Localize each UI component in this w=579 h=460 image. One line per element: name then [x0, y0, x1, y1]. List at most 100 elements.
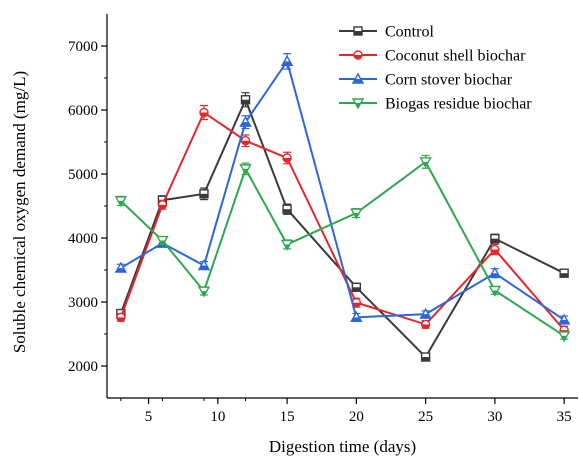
point-biogas-residue-biochar: [350, 208, 363, 220]
x-tick-label: 10: [210, 409, 225, 425]
point-corn-stover-biochar-fill: [351, 317, 362, 322]
point-control-fill: [241, 99, 250, 104]
y-tick-label: 5000: [68, 167, 98, 183]
point-corn-stover-biochar: [488, 266, 502, 278]
legend-item-control: Control: [339, 24, 434, 41]
legend-marker-corn-stover-biochar: [351, 72, 365, 84]
point-coconut-shell-biochar: [116, 312, 126, 323]
legend-label: Biogas residue biochar: [385, 96, 532, 113]
point-corn-stover-biochar: [557, 313, 571, 325]
y-tick-label: 2000: [68, 359, 98, 375]
legend-marker-biogas-residue-biochar-fill: [355, 103, 361, 108]
point-corn-stover-biochar-fill: [115, 268, 126, 273]
series-corn-stover-biochar: [114, 53, 571, 325]
point-biogas-residue-biochar: [280, 239, 294, 251]
legend-marker-control-fill: [354, 31, 362, 35]
point-biogas-residue-biochar-fill: [159, 240, 166, 246]
point-corn-stover-biochar: [114, 261, 128, 273]
point-control-fill: [283, 209, 292, 214]
legend: Control Coconut shell biochar Corn stover …: [339, 24, 532, 113]
point-coconut-shell-biochar-fill: [283, 158, 292, 162]
point-biogas-residue-biochar-fill: [201, 291, 207, 297]
x-tick-label: 25: [418, 409, 433, 425]
point-biogas-residue-biochar-fill: [492, 290, 498, 296]
legend-marker-corn-stover-biochar-fill: [353, 79, 363, 83]
point-biogas-residue-biochar: [156, 235, 169, 248]
point-coconut-shell-biochar-fill: [199, 112, 208, 117]
point-biogas-residue-biochar-fill: [242, 168, 249, 174]
x-tick-label: 15: [280, 409, 295, 425]
legend-item-coconut-shell-biochar: Coconut shell biochar: [339, 48, 526, 65]
series-control: [116, 92, 569, 362]
y-axis-title: Soluble chemical oxygen demand (mg/L): [10, 71, 29, 353]
point-control-fill: [490, 238, 499, 243]
point-coconut-shell-biochar-fill: [352, 302, 361, 307]
legend-marker-coconut-shell-biochar: [353, 50, 363, 60]
point-corn-stover-biochar-fill: [489, 273, 500, 278]
point-biogas-residue-biochar-fill: [118, 200, 124, 206]
point-coconut-shell-biochar: [282, 153, 292, 163]
x-tick-label: 5: [145, 409, 153, 425]
point-biogas-residue-biochar: [488, 285, 502, 297]
point-corn-stover-biochar: [280, 54, 294, 67]
point-biogas-residue-biochar-fill: [353, 213, 360, 219]
point-control: [240, 95, 251, 105]
x-tick-label: 20: [349, 409, 364, 425]
point-biogas-residue-biochar: [114, 196, 128, 208]
point-corn-stover-biochar: [419, 307, 432, 319]
point-corn-stover-biochar: [239, 115, 252, 127]
point-corn-stover-biochar: [197, 259, 211, 271]
y-tick-label: 6000: [68, 103, 98, 119]
x-tick-label: 35: [557, 409, 572, 425]
point-biogas-residue-biochar-fill: [561, 335, 567, 341]
legend-marker-control: [353, 26, 363, 36]
legend-marker-biogas-residue-biochar: [351, 98, 365, 110]
point-corn-stover-biochar: [350, 310, 363, 323]
x-axis-title: Digestion time (days): [269, 437, 416, 456]
point-coconut-shell-biochar: [199, 107, 209, 118]
series-coconut-shell-biochar: [116, 104, 569, 335]
point-biogas-residue-biochar-fill: [422, 161, 429, 167]
point-control: [420, 352, 431, 362]
point-biogas-residue-biochar: [239, 164, 252, 176]
y-tick-label: 3000: [68, 295, 98, 311]
point-coconut-shell-biochar: [420, 319, 431, 330]
point-control-fill: [199, 193, 208, 198]
point-corn-stover-biochar-fill: [198, 265, 209, 270]
point-biogas-residue-biochar: [419, 157, 432, 169]
legend-item-corn-stover-biochar: Corn stover biochar: [339, 72, 513, 89]
point-control: [351, 282, 362, 292]
point-coconut-shell-biochar-fill: [421, 324, 430, 329]
point-control: [559, 268, 569, 278]
point-control: [282, 204, 292, 214]
point-coconut-shell-biochar: [490, 244, 500, 255]
y-tick-label: 4000: [68, 231, 98, 247]
point-control-fill: [560, 273, 569, 278]
point-corn-stover-biochar-fill: [240, 122, 251, 127]
point-coconut-shell-biochar: [240, 136, 251, 146]
point-biogas-residue-biochar: [197, 286, 211, 298]
point-control-fill: [352, 287, 361, 292]
point-control: [199, 189, 209, 199]
point-biogas-residue-biochar: [557, 331, 571, 343]
x-tick-label: 30: [487, 409, 502, 425]
series-line-coconut-shell-biochar: [119, 111, 565, 331]
series-biogas-residue-biochar: [114, 154, 571, 343]
point-biogas-residue-biochar-fill: [284, 244, 290, 250]
point-coconut-shell-biochar-fill: [241, 140, 250, 145]
point-coconut-shell-biochar-fill: [116, 317, 125, 322]
point-control: [490, 233, 500, 244]
legend-label: Control: [385, 24, 434, 41]
legend-item-biogas-residue-biochar: Biogas residue biochar: [339, 96, 532, 113]
legend-marker-coconut-shell-biochar-fill: [354, 55, 362, 59]
legend-label: Corn stover biochar: [385, 72, 513, 89]
point-control-fill: [421, 357, 430, 362]
point-coconut-shell-biochar-fill: [490, 249, 499, 254]
series: [114, 53, 571, 362]
point-coconut-shell-biochar-fill: [158, 204, 167, 209]
series-line-control: [119, 97, 565, 359]
ticks: 5 10 15 20 25 30 35 2000 3000 4000 5000 6000 7000: [68, 39, 572, 425]
point-coconut-shell-biochar: [157, 200, 168, 210]
